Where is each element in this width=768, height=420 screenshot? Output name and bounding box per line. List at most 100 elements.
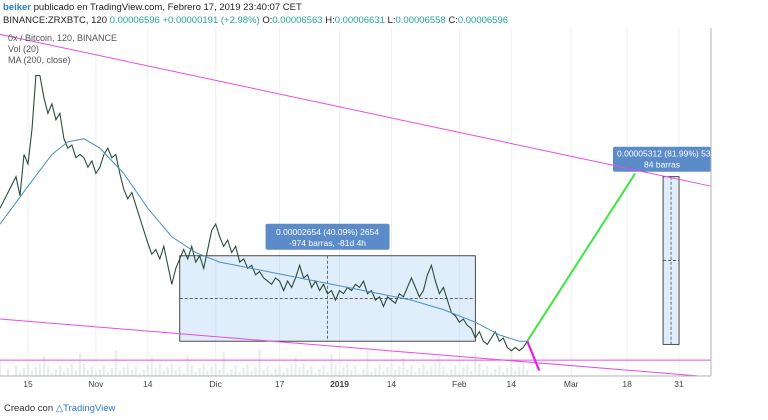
time-tick-label: 31: [674, 379, 684, 389]
volume-bar: [410, 365, 413, 376]
volume-bar: [446, 373, 449, 376]
volume-bar: [86, 370, 89, 376]
price-series-line: [0, 74, 528, 352]
open-label: O:: [262, 15, 273, 26]
volume-bar: [282, 372, 285, 376]
time-tick-label: 2019: [330, 379, 349, 389]
volume-bar: [322, 365, 325, 376]
volume-bar: [134, 366, 137, 376]
time-tick-label: 14: [507, 379, 517, 389]
open-value: 0.00006563: [272, 15, 323, 26]
volume-bar: [46, 366, 49, 376]
footer: Creado con △TradingView: [4, 403, 115, 414]
volume-bar: [122, 367, 125, 376]
volume-bar: [526, 370, 529, 376]
volume-bar: [162, 371, 165, 376]
labels: 0.000160000.000150000.000140000.00013000…: [23, 379, 684, 389]
legend-volume[interactable]: Vol (20): [8, 44, 40, 54]
volume-bar: [6, 369, 9, 376]
volume-bar: [522, 363, 525, 376]
ma-200-line: [0, 138, 528, 342]
ohlc-bar: BINANCE:ZRXBTC, 120 0.00006596 +0.000001…: [3, 15, 508, 26]
volume-bar: [450, 369, 453, 376]
series: [0, 74, 636, 371]
volume-bar: [114, 350, 117, 376]
drawing-boxes: 0.00002654 (40.09%) 2654-974 barras, -81…: [179, 146, 711, 345]
volume-bar: [298, 367, 301, 376]
volume-bar: [382, 371, 385, 376]
volume-bar: [458, 372, 461, 376]
pink-projection-arrow[interactable]: [526, 340, 541, 371]
time-tick-label: 15: [23, 379, 33, 389]
volume-bar: [350, 370, 353, 376]
volume-bar: [262, 370, 265, 376]
legend-ma[interactable]: MA (200, close): [8, 55, 71, 65]
volume-bar: [150, 358, 153, 376]
volume-bar: [146, 365, 149, 376]
author-name[interactable]: beiker: [3, 2, 31, 13]
volume-bar: [294, 357, 297, 376]
lower-trendline[interactable]: [0, 318, 700, 377]
volume-bar: [362, 369, 365, 376]
volume-bar: [30, 371, 33, 376]
volume-bar: [222, 352, 225, 376]
volume-bar: [518, 367, 521, 376]
volume-bar: [142, 369, 145, 376]
upper-trendline[interactable]: [0, 33, 712, 187]
volume-bar: [138, 373, 141, 376]
projection-label-bg: [613, 146, 711, 172]
projection-label-bars: 84 barras: [644, 160, 680, 170]
volume-bar: [510, 350, 513, 376]
volume-bar: [398, 366, 401, 376]
volume-bar: [402, 359, 405, 376]
time-tick-label: Nov: [88, 379, 104, 389]
volume-bars: [0, 349, 529, 376]
volume-bar: [90, 366, 93, 376]
volume-bar: [502, 372, 505, 376]
green-projection-arrow[interactable]: [526, 172, 636, 342]
price-chart[interactable]: 0.00002654 (40.09%) 2654-974 barras, -81…: [0, 28, 768, 400]
volume-bar: [374, 368, 377, 376]
time-tick-label: 14: [143, 379, 153, 389]
volume-bar: [498, 365, 501, 376]
projection-label-price: 0.00005312 (81.99%) 53: [617, 149, 711, 159]
volume-bar: [422, 364, 425, 376]
grid: [27, 28, 680, 376]
volume-bar: [22, 368, 25, 376]
volume-bar: [62, 372, 65, 376]
volume-bar: [418, 368, 421, 376]
volume-bar: [390, 363, 393, 376]
close-value: 0.00006596: [457, 15, 509, 26]
volume-bar: [430, 367, 433, 376]
volume-bar: [314, 373, 317, 376]
volume-bar: [186, 355, 189, 376]
volume-bar: [514, 371, 517, 376]
volume-bar: [118, 371, 121, 376]
high-value: 0.00006631: [334, 15, 385, 26]
volume-bar: [462, 368, 465, 376]
volume-bar: [394, 370, 397, 376]
volume-bar: [290, 364, 293, 376]
volume-bar: [426, 371, 429, 376]
volume-bar: [194, 372, 197, 376]
volume-bar: [266, 366, 269, 376]
volume-bar: [442, 366, 445, 376]
low-label: L:: [387, 15, 396, 26]
volume-bar: [406, 369, 409, 376]
volume-bar: [210, 367, 213, 376]
range-box-label-price: 0.00002654 (40.09%) 2654: [276, 227, 379, 237]
footer-brand[interactable]: TradingView: [63, 403, 116, 414]
volume-bar: [50, 373, 53, 376]
volume-bar: [26, 364, 29, 376]
axes: [0, 28, 712, 377]
close-label: C:: [448, 15, 458, 26]
volume-bar: [386, 367, 389, 376]
volume-bar: [42, 356, 45, 376]
low-value: 0.00006558: [395, 15, 446, 26]
volume-bar: [326, 372, 329, 376]
volume-bar: [154, 368, 157, 376]
volume-bar: [98, 369, 101, 376]
tradingview-logo-icon: △: [55, 403, 64, 414]
volume-bar: [354, 366, 357, 376]
volume-bar: [434, 363, 437, 376]
